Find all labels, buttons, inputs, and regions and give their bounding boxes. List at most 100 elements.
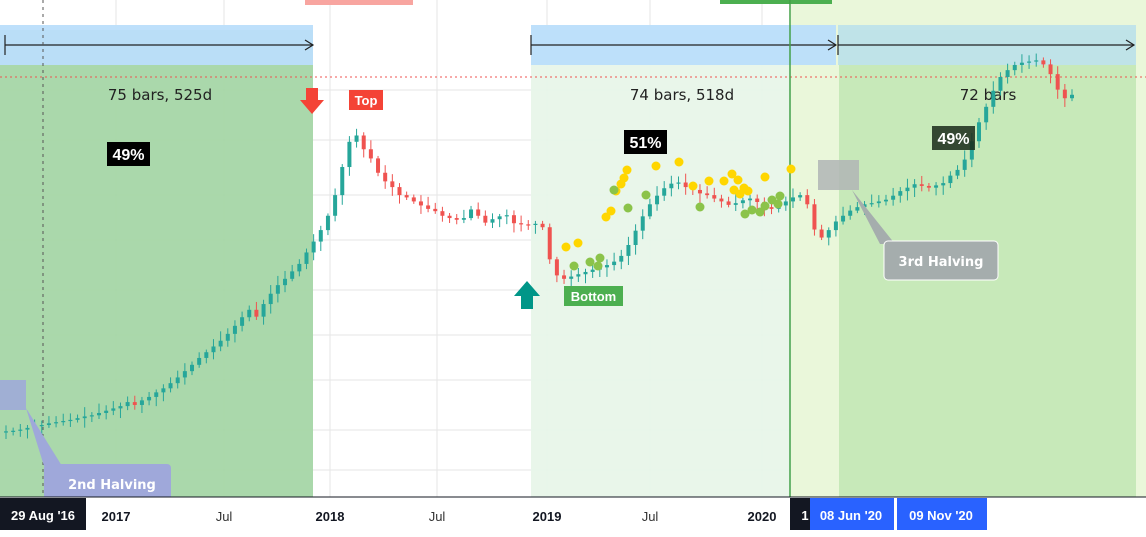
candle-body <box>1012 64 1017 71</box>
candle-body <box>18 429 23 431</box>
svg-text:3rd Halving: 3rd Halving <box>899 255 984 270</box>
yellow-dot <box>743 186 753 196</box>
percent-label-2: 51% <box>624 130 667 154</box>
candle-body <box>190 364 195 372</box>
candle-body <box>905 187 910 192</box>
candle-body <box>991 90 996 107</box>
top-arrow-icon <box>300 88 324 114</box>
candle-body <box>82 416 87 419</box>
green-dot <box>773 199 783 209</box>
candle-body <box>912 184 917 188</box>
candle-body <box>225 333 230 341</box>
candle-body <box>504 215 509 217</box>
candle-body <box>740 200 745 204</box>
candle-body <box>411 197 416 202</box>
halving-box-2 <box>0 380 26 410</box>
candle-body <box>719 198 724 202</box>
candle-body <box>490 219 495 223</box>
candle-body <box>554 259 559 276</box>
candle-body <box>483 215 488 223</box>
candle-body <box>547 227 552 260</box>
svg-text:49%: 49% <box>937 131 969 148</box>
svg-text:49%: 49% <box>112 147 144 164</box>
candle-body <box>404 195 409 198</box>
candle-body <box>75 418 80 420</box>
candle-body <box>25 427 30 430</box>
candle-body <box>841 215 846 222</box>
candle-body <box>969 141 974 160</box>
candle-body <box>39 425 44 427</box>
yellow-dot <box>786 164 796 174</box>
candle-body <box>955 169 960 176</box>
candle-body <box>583 271 588 275</box>
green-dot <box>595 253 605 263</box>
candle-body <box>383 172 388 182</box>
candle-body <box>919 184 924 186</box>
range-label-2: 74 bars, 518d <box>630 86 734 104</box>
candle-body <box>261 304 266 317</box>
candle-body <box>461 218 466 220</box>
green-dot <box>585 257 595 267</box>
candle-body <box>426 205 431 209</box>
yellow-dot <box>601 212 611 222</box>
candle-body <box>68 419 73 422</box>
candle-body <box>361 135 366 150</box>
candle-body <box>1027 61 1032 63</box>
green-dot <box>775 191 785 201</box>
green-dot <box>755 207 765 217</box>
candle-body <box>311 241 316 253</box>
top-marker: Top <box>300 88 383 114</box>
candle-body <box>647 204 652 217</box>
green-dot <box>593 261 603 271</box>
candle-body <box>297 263 302 272</box>
green-dot <box>740 209 750 219</box>
candle-body <box>1034 60 1039 62</box>
candle-body <box>125 402 130 407</box>
yellow-dot <box>704 176 714 186</box>
candle-body <box>697 189 702 194</box>
svg-text:09 Nov '20: 09 Nov '20 <box>909 508 973 523</box>
header-strip-red <box>305 0 413 5</box>
candle-body <box>984 106 989 123</box>
candle-body <box>1005 70 1010 78</box>
x-tick-2017: 2017 <box>102 509 131 524</box>
date-tag-nov20: 09 Nov '20 <box>897 498 987 530</box>
candle-body <box>240 317 245 326</box>
candle-body <box>118 406 123 409</box>
candle-body <box>941 183 946 186</box>
yellow-dot <box>674 157 684 167</box>
candle-body <box>1070 94 1074 99</box>
candle-body <box>1019 62 1024 65</box>
candle-body <box>111 408 116 411</box>
candle-body <box>154 392 159 397</box>
signal-dots <box>561 157 796 271</box>
candle-body <box>218 340 223 347</box>
candle-body <box>883 199 888 202</box>
candle-body <box>783 201 788 206</box>
candle-body <box>347 141 352 168</box>
candle-body <box>440 211 445 216</box>
candle-body <box>211 346 216 353</box>
candle-body <box>397 187 402 196</box>
svg-text:1: 1 <box>801 508 808 523</box>
candle-body <box>855 207 860 211</box>
candle-body <box>247 309 252 318</box>
yellow-dot <box>619 173 629 183</box>
x-tick-jul-2019: Jul <box>642 509 659 524</box>
candle-body <box>511 215 516 224</box>
candle-body <box>755 198 760 202</box>
candle-body <box>869 203 874 205</box>
svg-text:29 Aug '16: 29 Aug '16 <box>11 508 75 523</box>
yellow-dot <box>735 189 745 199</box>
candle-body <box>926 185 931 188</box>
candle-body <box>161 388 166 393</box>
candle-body <box>139 400 144 405</box>
candle-body <box>497 216 502 220</box>
candle-body <box>1062 89 1067 99</box>
candle-body <box>1048 64 1053 75</box>
candle-body <box>733 203 738 205</box>
candle-body <box>333 195 338 216</box>
candle-body <box>655 195 660 205</box>
candle-body <box>519 223 524 225</box>
